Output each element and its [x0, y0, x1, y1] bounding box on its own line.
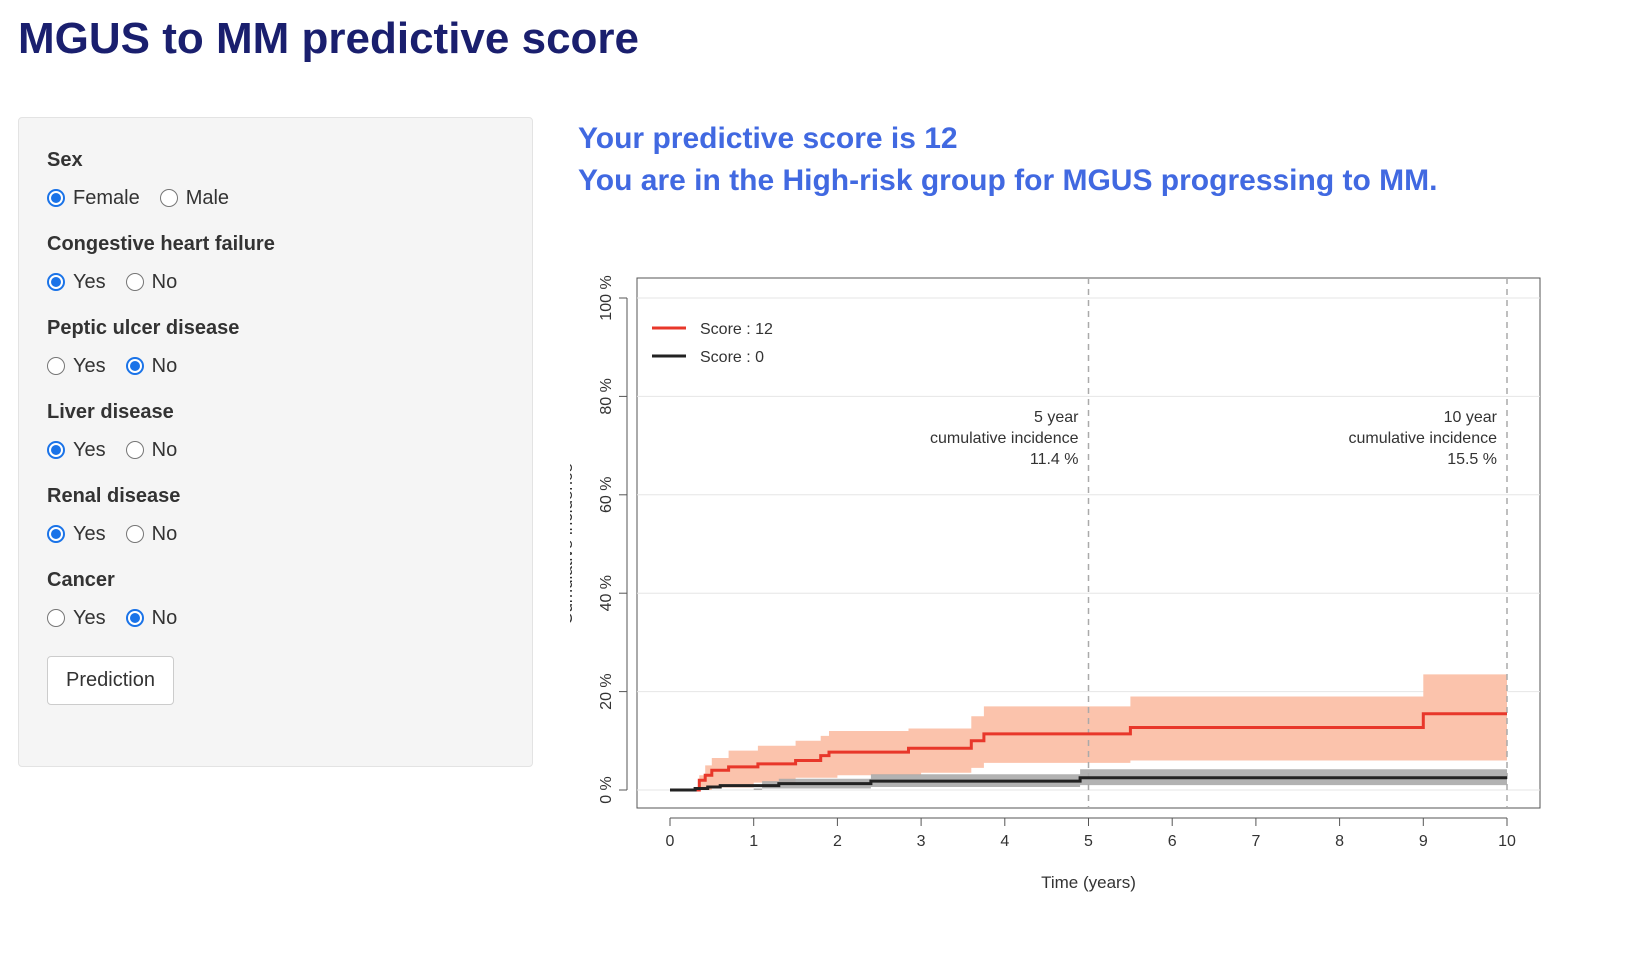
radio-label: Yes: [73, 270, 106, 293]
y-tick-label: 0 %: [598, 776, 615, 804]
radio-button[interactable]: [125, 273, 144, 291]
x-tick-label: 5: [1084, 833, 1093, 850]
radio-option-yes[interactable]: Yes: [47, 355, 106, 378]
radio-button[interactable]: [47, 189, 65, 207]
radio-option-no[interactable]: No: [125, 438, 178, 462]
annotation-text: cumulative incidence: [930, 430, 1079, 447]
x-tick-label: 4: [1000, 833, 1009, 850]
radio-option-no[interactable]: No: [125, 354, 178, 378]
y-tick-label: 20 %: [598, 673, 615, 709]
radio-option-yes[interactable]: Yes: [47, 523, 106, 546]
radio-group: Yes No: [47, 520, 504, 548]
radio-label: No: [151, 354, 178, 377]
radio-button[interactable]: [47, 357, 65, 375]
radio-label: Yes: [73, 522, 106, 545]
x-tick-label: 7: [1251, 833, 1260, 850]
radio-label: Male: [185, 186, 230, 209]
legend-label: Score : 0: [700, 349, 764, 366]
x-tick-label: 8: [1335, 833, 1344, 850]
radio-group: Yes No: [47, 604, 504, 632]
score-text: Your predictive score is 12: [578, 122, 958, 155]
annotation-text: 11.4 %: [1030, 451, 1079, 468]
series-line: [670, 712, 1507, 792]
x-tick-label: 10: [1498, 833, 1516, 850]
radio-button[interactable]: [125, 609, 144, 627]
radio-option-yes[interactable]: Yes: [47, 271, 106, 294]
field-renal-disease: Renal disease Yes No: [47, 484, 504, 548]
radio-option-no[interactable]: No: [125, 270, 178, 294]
annotation-text: cumulative incidence: [1348, 430, 1497, 447]
field-label: Liver disease: [47, 401, 174, 423]
field-label: Peptic ulcer disease: [47, 317, 240, 339]
annotation-text: 15.5 %: [1447, 451, 1497, 468]
x-tick-label: 3: [917, 833, 926, 850]
radio-button[interactable]: [47, 441, 65, 459]
legend-label: Score : 12: [700, 321, 773, 338]
radio-label: No: [151, 522, 178, 545]
radio-button[interactable]: [47, 609, 65, 627]
prediction-button[interactable]: Prediction: [47, 656, 174, 705]
x-tick-label: 9: [1419, 833, 1428, 850]
radio-label: No: [151, 438, 178, 461]
input-panel: Sex Female Male Congestive heart failure Yes…: [18, 117, 533, 767]
field-label: Renal disease: [47, 485, 181, 507]
radio-option-yes[interactable]: Yes: [47, 607, 106, 630]
radio-group: Yes No: [47, 268, 504, 296]
radio-option-yes[interactable]: Yes: [47, 439, 106, 462]
radio-button[interactable]: [125, 441, 144, 459]
radio-label: Yes: [73, 438, 106, 461]
field-label: Sex: [47, 149, 83, 171]
annotation-text: 10 year: [1444, 409, 1498, 426]
radio-label: No: [151, 606, 178, 629]
radio-group: Yes No: [47, 352, 504, 380]
field-peptic-ulcer-disease: Peptic ulcer disease Yes No: [47, 316, 504, 380]
radio-option-no[interactable]: No: [125, 522, 178, 546]
field-sex: Sex Female Male: [47, 148, 504, 212]
radio-button[interactable]: [47, 273, 65, 291]
page-title: MGUS to MM predictive score: [18, 14, 640, 63]
y-tick-label: 40 %: [598, 575, 615, 611]
field-liver-disease: Liver disease Yes No: [47, 400, 504, 464]
radio-option-male[interactable]: Male: [159, 186, 230, 210]
field-congestive-heart-failure: Congestive heart failure Yes No: [47, 232, 504, 296]
radio-label: Yes: [73, 606, 106, 629]
radio-button[interactable]: [125, 525, 144, 543]
cumulative-incidence-chart: 0 1 2 3 4 5 6 7 8 9 100 %20 %40 %60 %80 %100 %Time…: [570, 275, 1541, 892]
radio-group: Yes No: [47, 436, 504, 464]
radio-option-no[interactable]: No: [125, 606, 178, 630]
x-tick-label: 2: [833, 833, 842, 850]
y-tick-label: 100 %: [598, 275, 615, 320]
radio-button[interactable]: [125, 357, 144, 375]
annotation-text: 5 year: [1034, 409, 1079, 426]
result-panel: Your predictive score is 12 You are in t…: [578, 118, 1437, 202]
risk-group-text: You are in the High-risk group for MGUS …: [578, 164, 1438, 197]
series-line: [670, 776, 1507, 792]
radio-group: Female Male: [47, 184, 504, 212]
confidence-band: [670, 769, 1507, 790]
x-axis-label: Time (years): [1041, 873, 1136, 892]
x-tick-label: 6: [1168, 833, 1177, 850]
radio-option-female[interactable]: Female: [47, 187, 140, 210]
radio-label: Yes: [73, 354, 106, 377]
x-tick-label: 1: [749, 833, 758, 850]
x-tick-label: 0: [666, 833, 675, 850]
field-cancer: Cancer Yes No: [47, 568, 504, 632]
radio-button[interactable]: [47, 525, 65, 543]
radio-button[interactable]: [159, 189, 178, 207]
radio-label: No: [151, 270, 178, 293]
y-tick-label: 60 %: [598, 477, 615, 513]
radio-label: Female: [73, 186, 140, 209]
y-axis-label: Cumulative incidence: [570, 463, 576, 625]
field-label: Cancer: [47, 569, 115, 591]
field-label: Congestive heart failure: [47, 233, 275, 255]
y-tick-label: 80 %: [598, 378, 615, 414]
